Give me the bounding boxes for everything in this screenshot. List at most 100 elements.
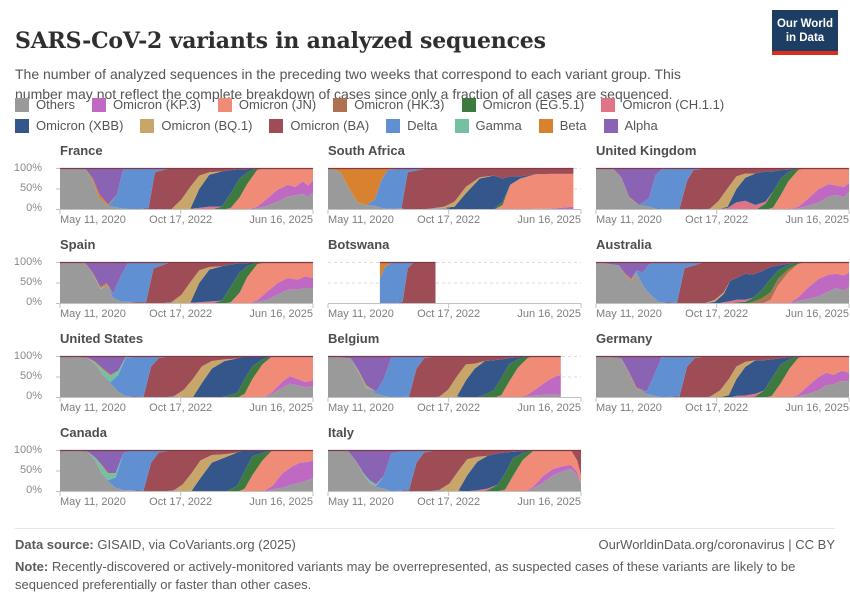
area-ba[interactable] — [60, 356, 313, 398]
area-d[interactable] — [60, 262, 313, 303]
area-o[interactable] — [328, 450, 581, 492]
area-jn[interactable] — [596, 356, 849, 398]
area-o[interactable] — [328, 168, 574, 210]
area-ba[interactable] — [328, 450, 581, 492]
area-d[interactable] — [596, 262, 849, 303]
area-d[interactable] — [60, 356, 313, 397]
area-jn[interactable] — [328, 168, 574, 210]
area-a[interactable] — [596, 262, 849, 279]
area-xb[interactable] — [596, 262, 849, 304]
area-d[interactable] — [596, 168, 849, 210]
area-bq[interactable] — [60, 168, 313, 210]
area-ba[interactable] — [60, 168, 313, 210]
legend-item-bq[interactable]: Omicron (BQ.1) — [140, 118, 252, 133]
area-eg[interactable] — [596, 356, 849, 398]
area-o[interactable] — [60, 168, 313, 210]
area-d[interactable] — [596, 356, 849, 398]
legend-item-kp[interactable]: Omicron (KP.3) — [92, 97, 201, 112]
area-ba[interactable] — [596, 262, 849, 304]
area-b[interactable] — [328, 168, 574, 205]
area-hk[interactable] — [596, 262, 849, 304]
area-eg[interactable] — [60, 262, 313, 304]
area-a[interactable] — [60, 356, 313, 375]
stacked-area-plot[interactable] — [56, 449, 314, 496]
legend-item-xb[interactable]: Omicron (XBB) — [15, 118, 123, 133]
area-eg[interactable] — [328, 450, 581, 492]
area-o[interactable] — [328, 356, 561, 398]
owid-coronavirus-link[interactable]: OurWorldinData.org/coronavirus | CC BY — [598, 537, 835, 552]
area-a[interactable] — [60, 168, 313, 205]
legend-item-o[interactable]: Others — [15, 97, 75, 112]
legend-item-b[interactable]: Beta — [538, 118, 587, 133]
area-jn[interactable] — [328, 356, 561, 398]
area-bq[interactable] — [596, 168, 849, 210]
legend-item-d[interactable]: Delta — [386, 118, 438, 133]
area-xb[interactable] — [60, 450, 313, 492]
legend-item-a[interactable]: Alpha — [603, 118, 658, 133]
area-ba[interactable] — [596, 168, 849, 210]
area-jn[interactable] — [60, 356, 313, 398]
stacked-area-plot[interactable] — [56, 167, 314, 214]
area-jn[interactable] — [60, 168, 313, 210]
area-ba[interactable] — [596, 356, 849, 398]
area-bq[interactable] — [60, 450, 313, 492]
legend-item-ba[interactable]: Omicron (BA) — [269, 118, 369, 133]
stacked-area-plot[interactable] — [327, 167, 582, 214]
area-o[interactable] — [60, 356, 313, 398]
area-a[interactable] — [60, 262, 313, 294]
area-bq[interactable] — [328, 450, 581, 492]
area-d[interactable] — [328, 450, 581, 492]
area-g[interactable] — [60, 356, 313, 382]
stacked-area-plot[interactable] — [595, 355, 850, 402]
area-eg[interactable] — [596, 168, 849, 210]
area-a[interactable] — [60, 450, 313, 474]
area-eg[interactable] — [328, 356, 561, 398]
legend-item-g[interactable]: Gamma — [454, 118, 522, 133]
stacked-area-plot[interactable] — [56, 261, 314, 308]
area-bq[interactable] — [596, 356, 849, 398]
legend-item-jn[interactable]: Omicron (JN) — [217, 97, 316, 112]
area-b[interactable] — [379, 262, 436, 279]
area-jn[interactable] — [60, 450, 313, 492]
area-o[interactable] — [596, 356, 849, 398]
area-d[interactable] — [379, 262, 436, 304]
area-jn[interactable] — [328, 450, 581, 492]
area-a[interactable] — [596, 356, 849, 392]
stacked-area-plot[interactable] — [327, 449, 582, 496]
area-d[interactable] — [328, 168, 574, 209]
legend-item-hk[interactable]: Omicron (HK.3) — [333, 97, 445, 112]
area-jn[interactable] — [596, 168, 849, 210]
area-o[interactable] — [596, 262, 849, 304]
area-xb[interactable] — [328, 356, 561, 398]
area-o[interactable] — [60, 450, 313, 492]
area-xb[interactable] — [60, 356, 313, 398]
area-o[interactable] — [596, 168, 849, 210]
area-d[interactable] — [60, 168, 313, 210]
area-ba[interactable] — [328, 356, 561, 398]
legend-item-ch[interactable]: Omicron (CH.1.1) — [601, 97, 724, 112]
area-ba[interactable] — [60, 262, 313, 304]
owid-logo[interactable]: Our World in Data — [772, 10, 838, 55]
area-a[interactable] — [328, 356, 561, 392]
area-a[interactable] — [328, 450, 581, 485]
area-jn[interactable] — [60, 262, 313, 304]
area-bq[interactable] — [60, 356, 313, 398]
stacked-area-plot[interactable] — [327, 355, 582, 402]
area-d[interactable] — [60, 450, 313, 491]
area-jn[interactable] — [596, 262, 849, 304]
legend-item-eg[interactable]: Omicron (EG.5.1) — [461, 97, 584, 112]
stacked-area-plot[interactable] — [56, 355, 314, 402]
area-xb[interactable] — [328, 168, 574, 210]
stacked-area-plot[interactable] — [595, 261, 850, 308]
area-ba[interactable] — [328, 168, 574, 210]
area-ba[interactable] — [379, 262, 436, 304]
area-eg[interactable] — [60, 168, 313, 210]
stacked-area-plot[interactable] — [327, 261, 582, 308]
stacked-area-plot[interactable] — [595, 167, 850, 214]
area-kp[interactable] — [328, 356, 561, 398]
area-o[interactable] — [60, 262, 313, 304]
area-ba[interactable] — [60, 450, 313, 492]
area-d[interactable] — [328, 356, 561, 398]
area-bq[interactable] — [60, 262, 313, 304]
area-a[interactable] — [596, 168, 849, 205]
